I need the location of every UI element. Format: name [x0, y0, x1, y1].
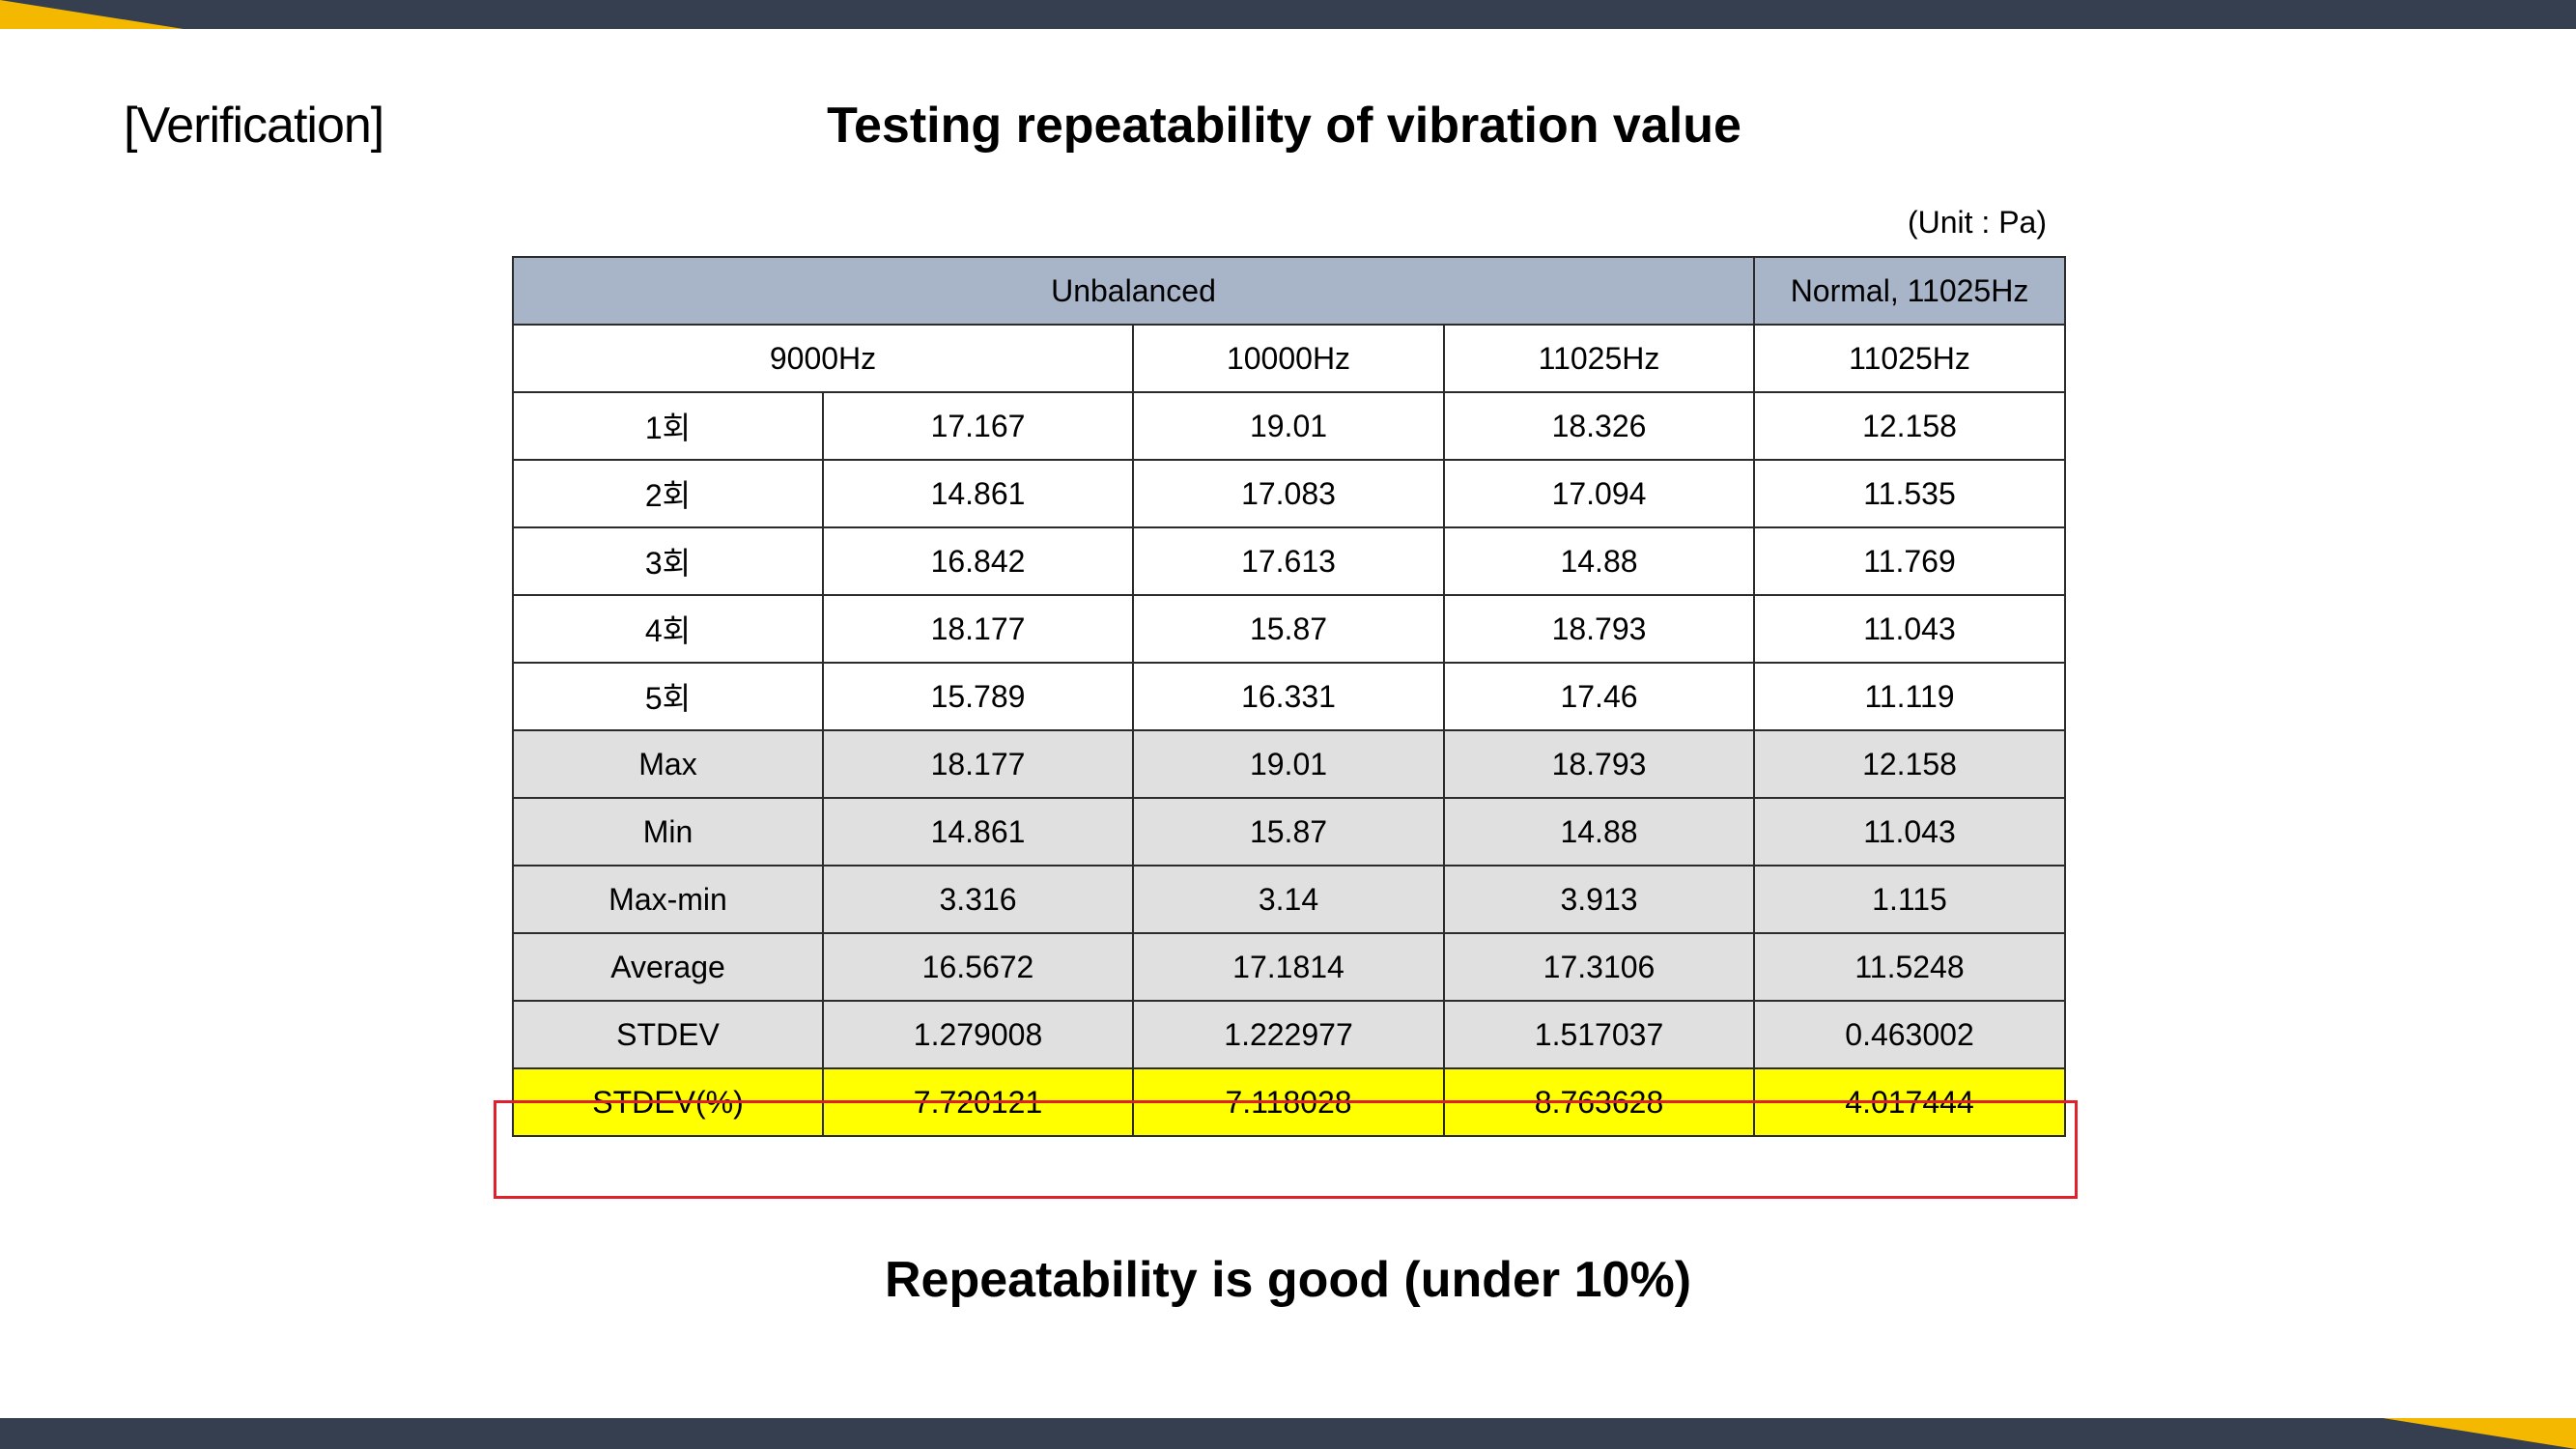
table-cell: 3.14: [1132, 865, 1445, 934]
table-cell: 17.613: [1132, 526, 1445, 596]
table-cell: 17.46: [1443, 662, 1755, 731]
table-cell: 17.094: [1443, 459, 1755, 528]
row-label: STDEV: [512, 1000, 824, 1069]
table-row: STDEV 1.279008 1.222977 1.517037 0.463002: [512, 1000, 2066, 1069]
group-header-row: Unbalanced Normal, 11025Hz: [512, 256, 2066, 326]
table-cell: 1.115: [1753, 865, 2066, 934]
table-cell: 14.88: [1443, 526, 1755, 596]
table-row: 5회 15.789 16.331 17.46 11.119: [512, 662, 2066, 731]
row-label: Min: [512, 797, 824, 867]
stdev-percent-highlight-box: [494, 1100, 2078, 1199]
table-cell: 12.158: [1753, 391, 2066, 461]
conclusion-text: Repeatability is good (under 10%): [884, 1252, 1692, 1308]
table-cell: 17.1814: [1132, 932, 1445, 1002]
table-cell: 11.769: [1753, 526, 2066, 596]
section-label: [Verification]: [124, 98, 384, 154]
table-cell: 17.083: [1132, 459, 1445, 528]
bottom-right-accent: [2383, 1418, 2576, 1449]
table-cell: 16.5672: [822, 932, 1134, 1002]
table-cell: 16.331: [1132, 662, 1445, 731]
table-row: Max 18.177 19.01 18.793 12.158: [512, 729, 2066, 799]
row-label: Max: [512, 729, 824, 799]
top-left-accent: [0, 0, 184, 29]
table-row: 4회 18.177 15.87 18.793 11.043: [512, 594, 2066, 664]
table-cell: 18.177: [822, 729, 1134, 799]
top-frame-bar: [0, 0, 2576, 29]
bottom-frame-bar: [0, 1418, 2576, 1449]
group-header-normal: Normal, 11025Hz: [1753, 256, 2066, 326]
row-label: 5회: [512, 662, 824, 731]
row-label: Max-min: [512, 865, 824, 934]
freq-header-9000: 9000Hz: [512, 324, 1134, 393]
table-cell: 14.861: [822, 797, 1134, 867]
table-cell: 14.88: [1443, 797, 1755, 867]
table-cell: 12.158: [1753, 729, 2066, 799]
table-cell: 19.01: [1132, 391, 1445, 461]
slide-title: Testing repeatability of vibration value: [0, 97, 2576, 155]
repeatability-table: Unbalanced Normal, 11025Hz 9000Hz 10000H…: [512, 256, 2066, 1137]
slide-title-text: Testing repeatability of vibration value: [827, 98, 1741, 154]
row-label: 1회: [512, 391, 824, 461]
table-cell: 3.316: [822, 865, 1134, 934]
table-cell: 11.043: [1753, 797, 2066, 867]
table-row: 3회 16.842 17.613 14.88 11.769: [512, 526, 2066, 596]
row-label: 3회: [512, 526, 824, 596]
table-cell: 11.119: [1753, 662, 2066, 731]
table-cell: 0.463002: [1753, 1000, 2066, 1069]
freq-header-normal-11025: 11025Hz: [1753, 324, 2066, 393]
table-cell: 18.177: [822, 594, 1134, 664]
table-cell: 16.842: [822, 526, 1134, 596]
table-cell: 1.517037: [1443, 1000, 1755, 1069]
table-cell: 1.279008: [822, 1000, 1134, 1069]
table-cell: 15.87: [1132, 594, 1445, 664]
table-row: Max-min 3.316 3.14 3.913 1.115: [512, 865, 2066, 934]
table-row: Min 14.861 15.87 14.88 11.043: [512, 797, 2066, 867]
table-cell: 11.535: [1753, 459, 2066, 528]
row-label: 4회: [512, 594, 824, 664]
table-cell: 18.793: [1443, 594, 1755, 664]
table-cell: 3.913: [1443, 865, 1755, 934]
row-label: 2회: [512, 459, 824, 528]
table-cell: 18.793: [1443, 729, 1755, 799]
group-header-unbalanced: Unbalanced: [512, 256, 1755, 326]
table-cell: 11.043: [1753, 594, 2066, 664]
row-label: Average: [512, 932, 824, 1002]
table-row: Average 16.5672 17.1814 17.3106 11.5248: [512, 932, 2066, 1002]
table-cell: 17.167: [822, 391, 1134, 461]
frequency-header-row: 9000Hz 10000Hz 11025Hz 11025Hz: [512, 324, 2066, 393]
table-cell: 17.3106: [1443, 932, 1755, 1002]
table-cell: 1.222977: [1132, 1000, 1445, 1069]
table-row: 2회 14.861 17.083 17.094 11.535: [512, 459, 2066, 528]
table-cell: 15.789: [822, 662, 1134, 731]
table-cell: 15.87: [1132, 797, 1445, 867]
table-row: 1회 17.167 19.01 18.326 12.158: [512, 391, 2066, 461]
table-cell: 11.5248: [1753, 932, 2066, 1002]
freq-header-11025: 11025Hz: [1443, 324, 1755, 393]
table-cell: 19.01: [1132, 729, 1445, 799]
table-cell: 14.861: [822, 459, 1134, 528]
unit-note: (Unit : Pa): [1907, 205, 2047, 240]
table-cell: 18.326: [1443, 391, 1755, 461]
freq-header-10000: 10000Hz: [1132, 324, 1445, 393]
